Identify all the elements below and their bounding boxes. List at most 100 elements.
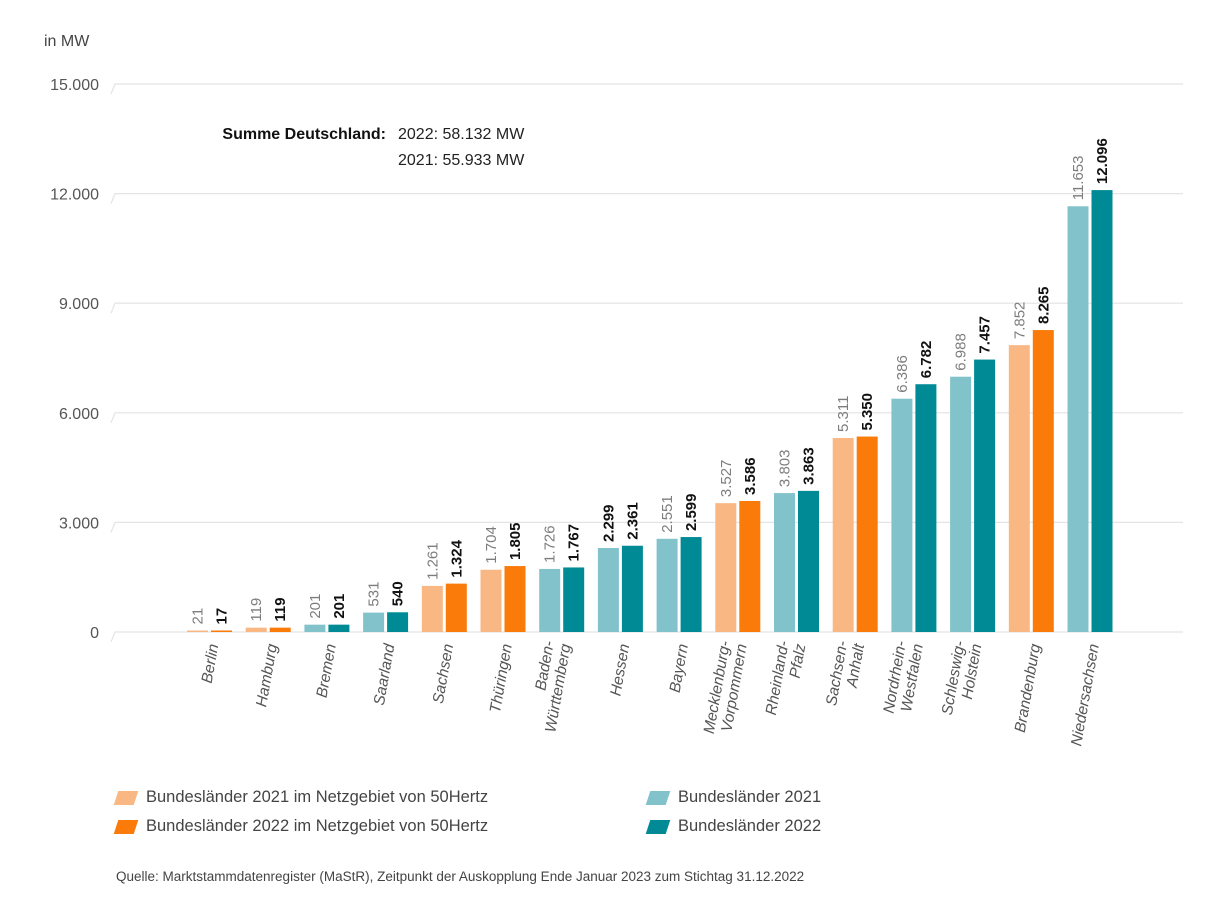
bar-2022 xyxy=(328,624,350,632)
bar-2022 xyxy=(1032,330,1054,632)
y-axis-ticks: 0 3.000 6.000 9.000 12.000 15.000 xyxy=(50,77,99,642)
x-category-label: Mecklenburg-Vorpommern xyxy=(701,640,751,735)
bar-2021 xyxy=(774,493,795,632)
value-label-2022: 119 xyxy=(272,597,289,621)
x-category-label: Baden-Württemberg xyxy=(532,640,574,734)
bars xyxy=(187,190,1113,632)
gridline xyxy=(110,521,1183,533)
value-label-2022: 2.361 xyxy=(624,502,641,540)
bar-2022 xyxy=(798,490,819,632)
x-category-label-line: Rheinland- xyxy=(763,640,793,717)
y-tick-label: 15.000 xyxy=(50,77,99,94)
legend-swatch-2022-50hertz xyxy=(113,819,139,834)
y-tick-label: 12.000 xyxy=(50,187,99,204)
legend-item-2021: Bundesländer 2021 xyxy=(645,788,821,807)
x-category-label: Rheinland-Pfalz xyxy=(763,640,810,717)
bar-2022 xyxy=(387,612,409,632)
x-category-label: Bayern xyxy=(667,643,692,694)
value-label-2022: 1.324 xyxy=(448,539,465,577)
value-label-2022: 7.457 xyxy=(977,316,994,354)
x-category-label: Saarland xyxy=(371,641,399,706)
value-label-2022: 8.265 xyxy=(1035,287,1052,325)
value-label-2022: 201 xyxy=(331,594,348,619)
bar-2021 xyxy=(1008,345,1030,632)
bar-2022 xyxy=(269,627,291,632)
bar-2022 xyxy=(739,500,761,632)
x-category-label-line: Hamburg xyxy=(253,642,281,708)
gridline xyxy=(110,631,1183,643)
value-label-2022: 6.782 xyxy=(918,341,935,379)
value-label-2022: 1.767 xyxy=(566,524,583,562)
y-tick-label: 0 xyxy=(90,625,99,642)
value-label-2021: 6.386 xyxy=(894,355,911,393)
value-label-2021: 1.726 xyxy=(542,525,559,563)
x-category-label: Thüringen xyxy=(487,643,516,715)
value-label-2021: 7.852 xyxy=(1011,302,1028,340)
legend-label: Bundesländer 2021 im Netzgebiet von 50He… xyxy=(146,788,489,806)
value-label-2021: 2.551 xyxy=(659,495,676,533)
bar-2021 xyxy=(597,548,619,632)
y-tick-label: 6.000 xyxy=(59,406,99,423)
bar-2022 xyxy=(856,436,878,632)
gridline xyxy=(110,412,1183,424)
x-category-label: Brandenburg xyxy=(1012,642,1044,734)
value-label-2021: 119 xyxy=(248,598,265,622)
value-label-2021: 3.527 xyxy=(718,460,735,498)
source-note: Quelle: Marktstammdatenregister (MaStR),… xyxy=(116,869,805,884)
bar-2021 xyxy=(715,503,737,632)
bar-2021 xyxy=(832,437,854,632)
legend-swatch-2021 xyxy=(645,790,671,805)
x-category-label: Schleswig-Holstein xyxy=(939,640,985,717)
bar-2021 xyxy=(480,569,502,632)
x-category-label: Sachsen-Anhalt xyxy=(823,640,868,707)
sum-annotation-2021: 2021: 55.933 MW xyxy=(398,152,525,169)
y-tick-label: 3.000 xyxy=(59,515,99,532)
legend-item-2022-50hertz: Bundesländer 2022 im Netzgebiet von 50He… xyxy=(113,817,488,836)
bar-2022 xyxy=(211,630,232,632)
x-category-label: Sachsen xyxy=(430,643,457,705)
bar-2022 xyxy=(915,384,937,632)
value-label-2022: 5.350 xyxy=(859,393,876,431)
x-category-label-line: Berlin xyxy=(199,643,223,685)
x-category-label-line: Bremen xyxy=(314,643,340,699)
x-category-label-line: Brandenburg xyxy=(1012,642,1044,734)
legend-swatch-2021-50hertz xyxy=(113,790,139,805)
x-category-label-line: Saarland xyxy=(371,641,399,706)
y-tick-label: 9.000 xyxy=(59,296,99,313)
value-label-2022: 3.863 xyxy=(801,447,818,485)
value-label-2021: 11.653 xyxy=(1070,156,1087,201)
value-label-2021: 2.299 xyxy=(600,504,617,542)
gridline xyxy=(110,302,1183,314)
bar-2022 xyxy=(563,567,585,632)
x-category-label: Niedersachsen xyxy=(1068,643,1103,748)
bar-2021 xyxy=(421,585,443,632)
x-category-label: Berlin xyxy=(199,643,223,685)
sum-annotation: Summe Deutschland: 2022: 58.132 MW 2021:… xyxy=(222,126,525,169)
value-label-2022: 17 xyxy=(214,608,231,625)
gridline xyxy=(110,83,1183,95)
value-labels: 21 17 119 119 201 201 531 540 1.261 1.324 1.704 1.8… xyxy=(190,138,1112,624)
bar-2022 xyxy=(445,583,467,632)
sum-annotation-title: Summe Deutschland: xyxy=(222,126,386,143)
x-category-label: Hessen xyxy=(607,643,633,698)
bar-2021 xyxy=(891,398,913,632)
bar-2021 xyxy=(245,627,267,632)
value-label-2022: 540 xyxy=(390,581,407,606)
bar-2021 xyxy=(539,568,561,632)
bar-2022 xyxy=(504,566,526,632)
x-category-label-line: Hessen xyxy=(607,643,633,698)
bar-2021 xyxy=(304,624,326,632)
x-category-label-line: Sachsen xyxy=(430,643,457,705)
bar-2021 xyxy=(950,376,972,632)
value-label-2022: 2.599 xyxy=(683,494,700,532)
x-category-label: Nordrhein-Westfalen xyxy=(881,640,927,715)
legend-item-2022: Bundesländer 2022 xyxy=(645,817,821,836)
bar-chart: in MW 0 3.000 6.000 9.000 12.000 15.000 Summe… xyxy=(44,33,1183,748)
value-label-2021: 5.311 xyxy=(835,396,852,432)
x-category-label-line: Bayern xyxy=(667,643,692,694)
bar-2022 xyxy=(680,537,702,632)
value-label-2021: 201 xyxy=(307,594,324,619)
x-category-label-line: Thüringen xyxy=(487,643,516,715)
bar-2022 xyxy=(1091,190,1113,632)
value-label-2021: 1.704 xyxy=(483,526,500,564)
